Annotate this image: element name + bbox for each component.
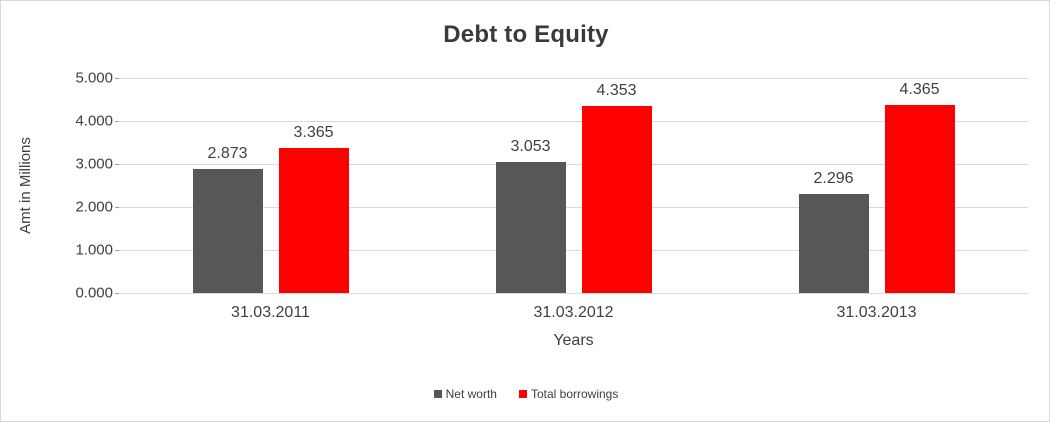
gridline <box>119 293 1028 294</box>
bar-value-label: 4.365 <box>899 81 940 99</box>
gridline <box>119 121 1028 122</box>
y-axis-tick-label: 5.000 <box>75 69 113 87</box>
legend-swatch-icon <box>433 390 442 398</box>
bar-total-borrowings[interactable] <box>278 148 349 293</box>
gridline <box>119 250 1028 251</box>
bar-net-worth[interactable] <box>495 161 566 293</box>
legend-item[interactable]: Total borrowings <box>518 387 619 401</box>
y-axis-tick-label: 4.000 <box>75 112 113 130</box>
plot-area <box>119 78 1028 294</box>
y-axis-tick-mark <box>115 207 122 208</box>
y-axis-title: Amt in Millions <box>17 137 34 234</box>
x-axis-category-label: 31.03.2012 <box>533 304 614 321</box>
bar-net-worth[interactable] <box>798 194 869 293</box>
gridline <box>119 78 1028 79</box>
y-axis-tick-mark <box>115 164 122 165</box>
bar-value-label: 2.296 <box>813 170 854 188</box>
bar-value-label: 3.053 <box>510 137 551 155</box>
chart-legend: Net worth Total borrowings <box>1 387 1049 401</box>
x-axis-category-label: 31.03.2013 <box>836 304 917 321</box>
bar-net-worth[interactable] <box>192 169 263 293</box>
legend-label: Net worth <box>445 387 497 401</box>
y-axis-tick-mark <box>115 293 122 294</box>
y-axis-tick-label: 0.000 <box>75 284 113 302</box>
bar-value-label: 3.365 <box>293 124 334 142</box>
bar-value-label: 4.353 <box>596 81 637 99</box>
bar-total-borrowings[interactable] <box>581 105 652 293</box>
y-axis-tick-label: 1.000 <box>75 241 113 259</box>
y-axis-tick-mark <box>115 250 122 251</box>
x-axis-category-label: 31.03.2011 <box>231 304 310 321</box>
y-axis-tick-label: 3.000 <box>75 155 113 173</box>
y-axis-tick-mark <box>115 78 122 79</box>
gridline <box>119 164 1028 165</box>
bar-value-label: 2.873 <box>207 145 248 163</box>
x-axis-title: Years <box>553 332 594 349</box>
chart-title: Debt to Equity <box>443 21 609 48</box>
legend-item[interactable]: Net worth <box>433 387 497 401</box>
gridline <box>119 207 1028 208</box>
legend-swatch-icon <box>518 390 527 398</box>
y-axis-tick-mark <box>115 121 122 122</box>
legend-label: Total borrowings <box>530 387 619 401</box>
y-axis: 0.000 1.000 2.000 3.000 4.000 5.000 <box>41 1 122 421</box>
y-axis-tick-label: 2.000 <box>75 198 113 216</box>
bar-total-borrowings[interactable] <box>884 105 955 293</box>
